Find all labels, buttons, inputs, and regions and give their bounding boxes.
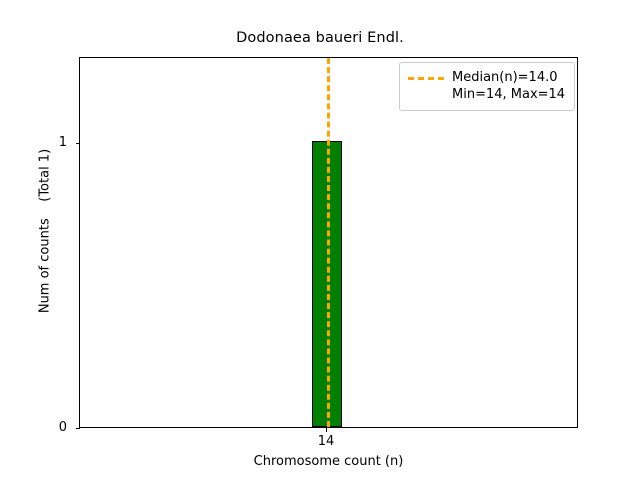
plot-area xyxy=(79,57,578,428)
ytick-mark-1 xyxy=(75,142,80,144)
x-axis-label: Chromosome count (n) xyxy=(253,454,404,469)
legend-entry-text: Median(n)=14.0 Min=14, Max=14 xyxy=(452,69,566,103)
y-axis-label-container: Num of counts (Total 1) xyxy=(38,46,58,417)
ytick-label-1: 1 xyxy=(58,135,67,150)
legend-dashed-line-icon xyxy=(408,69,444,86)
chart-title: Dodonaea baueri Endl. xyxy=(236,30,404,46)
ytick-mark-0 xyxy=(75,427,80,429)
ytick-label-0: 0 xyxy=(58,420,67,435)
xtick-mark-14 xyxy=(326,428,327,432)
legend-minmax-label: Min=14, Max=14 xyxy=(452,87,566,102)
legend-median-label: Median(n)=14.0 xyxy=(452,70,558,85)
xtick-label-14: 14 xyxy=(317,434,335,449)
y-axis-label: Num of counts (Total 1) xyxy=(37,148,53,314)
legend: Median(n)=14.0 Min=14, Max=14 xyxy=(399,62,575,111)
median-line xyxy=(327,58,330,427)
